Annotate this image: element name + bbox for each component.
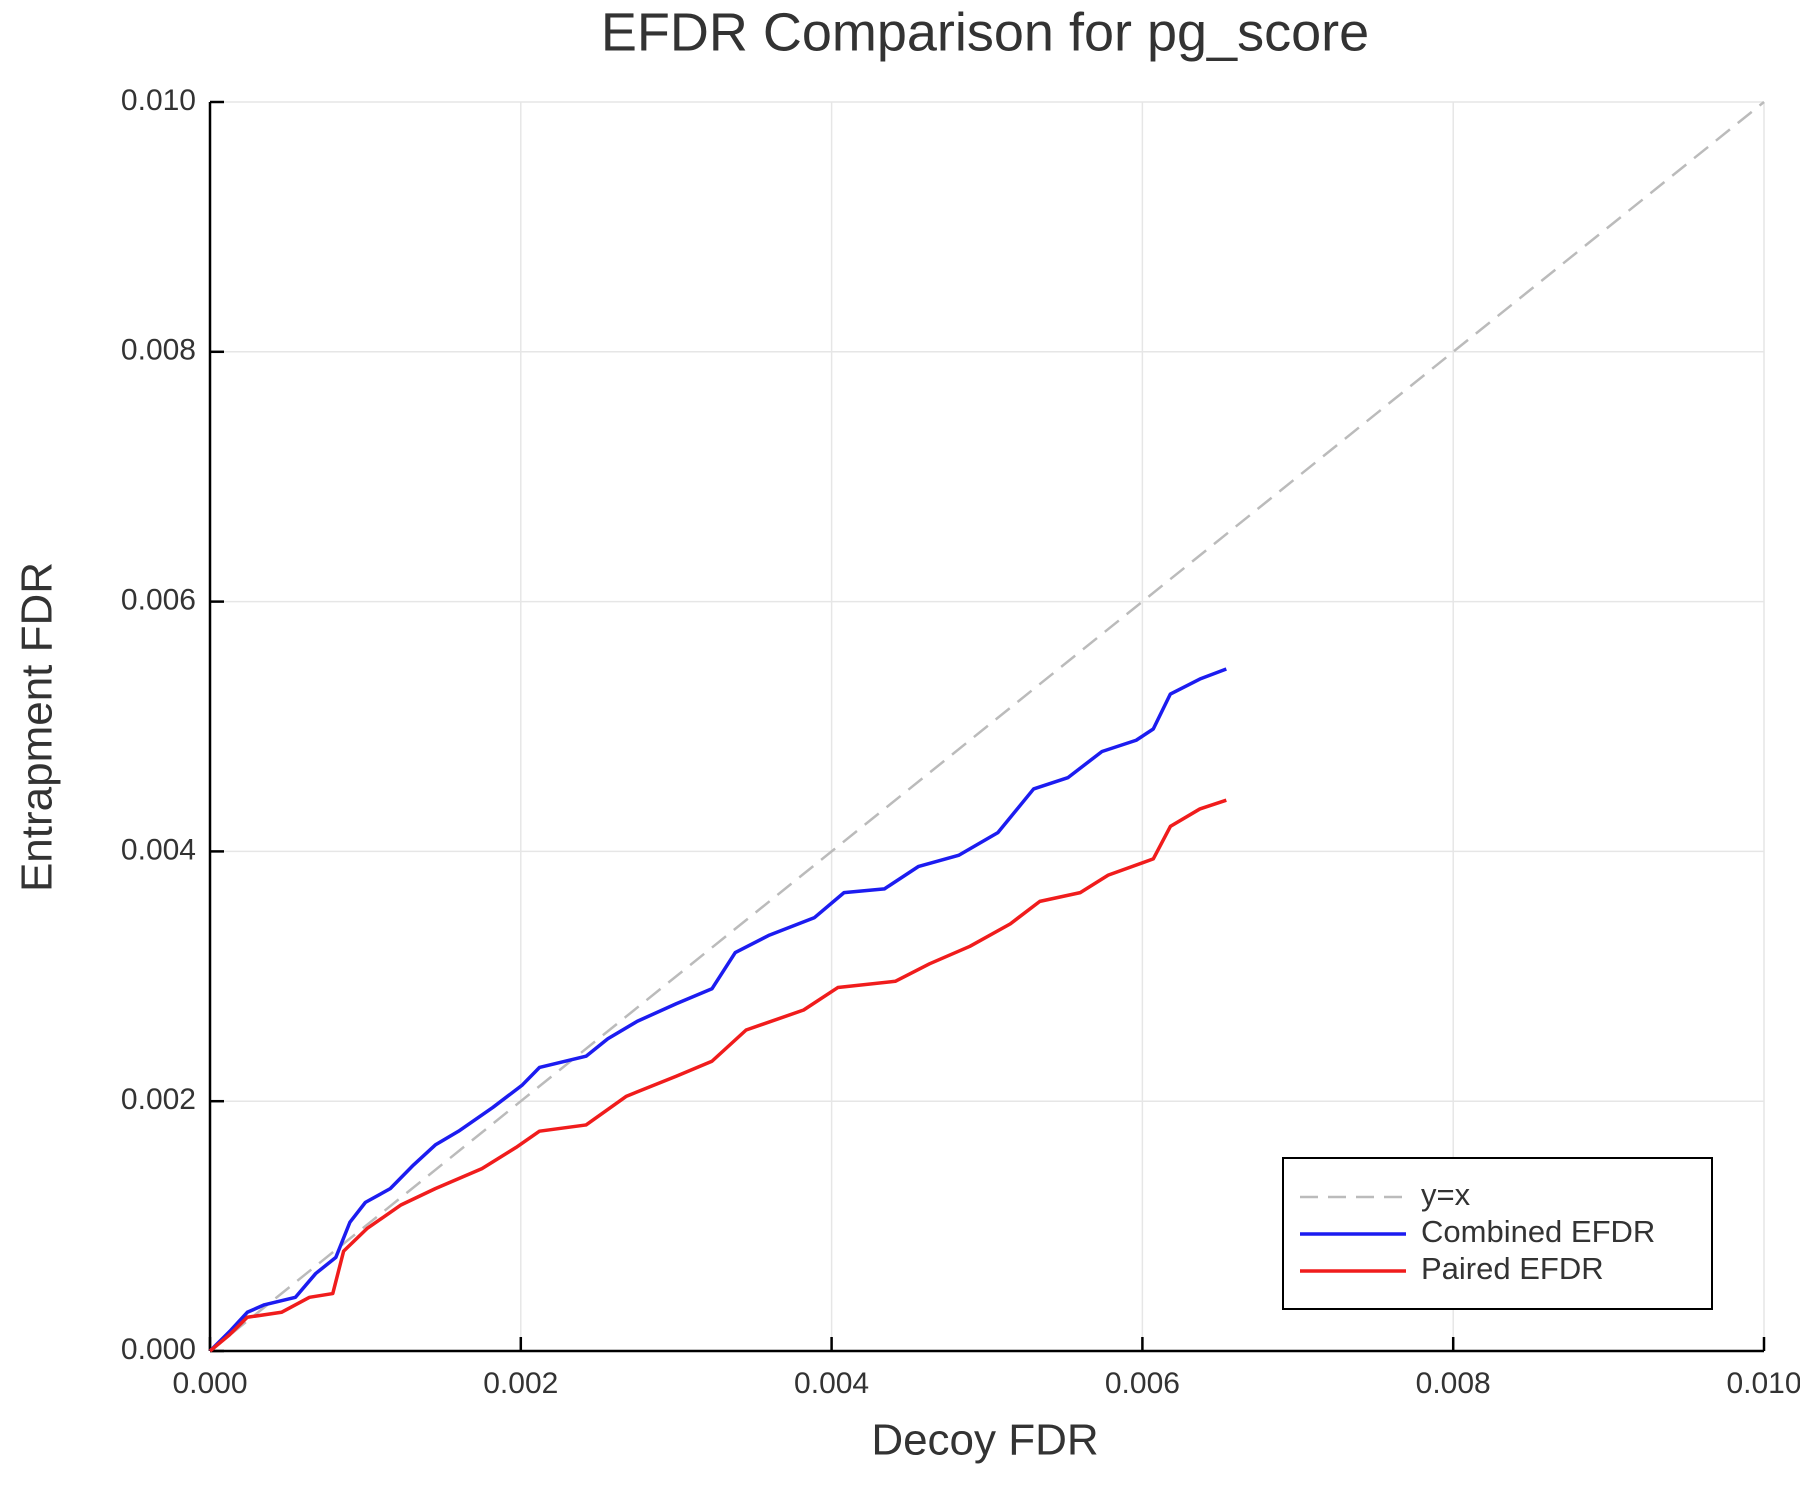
y-tick-label: 0.002 [121, 1083, 196, 1116]
legend-label: Paired EFDR [1421, 1251, 1604, 1286]
legend-label: Combined EFDR [1421, 1214, 1655, 1249]
y-tick-label: 0.004 [121, 833, 196, 866]
x-tick-label: 0.000 [172, 1367, 247, 1400]
legend-label: y=x [1421, 1177, 1471, 1212]
chart-title: EFDR Comparison for pg_score [601, 2, 1369, 62]
y-tick-label: 0.000 [121, 1333, 196, 1366]
y-axis-label: Entrapment FDR [13, 562, 62, 892]
x-tick-label: 0.006 [1105, 1367, 1180, 1400]
y-tick-label: 0.006 [121, 584, 196, 617]
x-tick-label: 0.010 [1726, 1367, 1800, 1400]
series-line [208, 667, 1227, 1353]
x-tick-label: 0.004 [794, 1367, 869, 1400]
x-tick-label: 0.008 [1416, 1367, 1491, 1400]
series-line [208, 798, 1227, 1353]
series-line [209, 101, 1765, 1352]
y-tick-label: 0.008 [121, 334, 196, 367]
y-tick-label: 0.010 [121, 84, 196, 117]
x-tick-label: 0.002 [483, 1367, 558, 1400]
x-axis-label: Decoy FDR [871, 1416, 1098, 1465]
